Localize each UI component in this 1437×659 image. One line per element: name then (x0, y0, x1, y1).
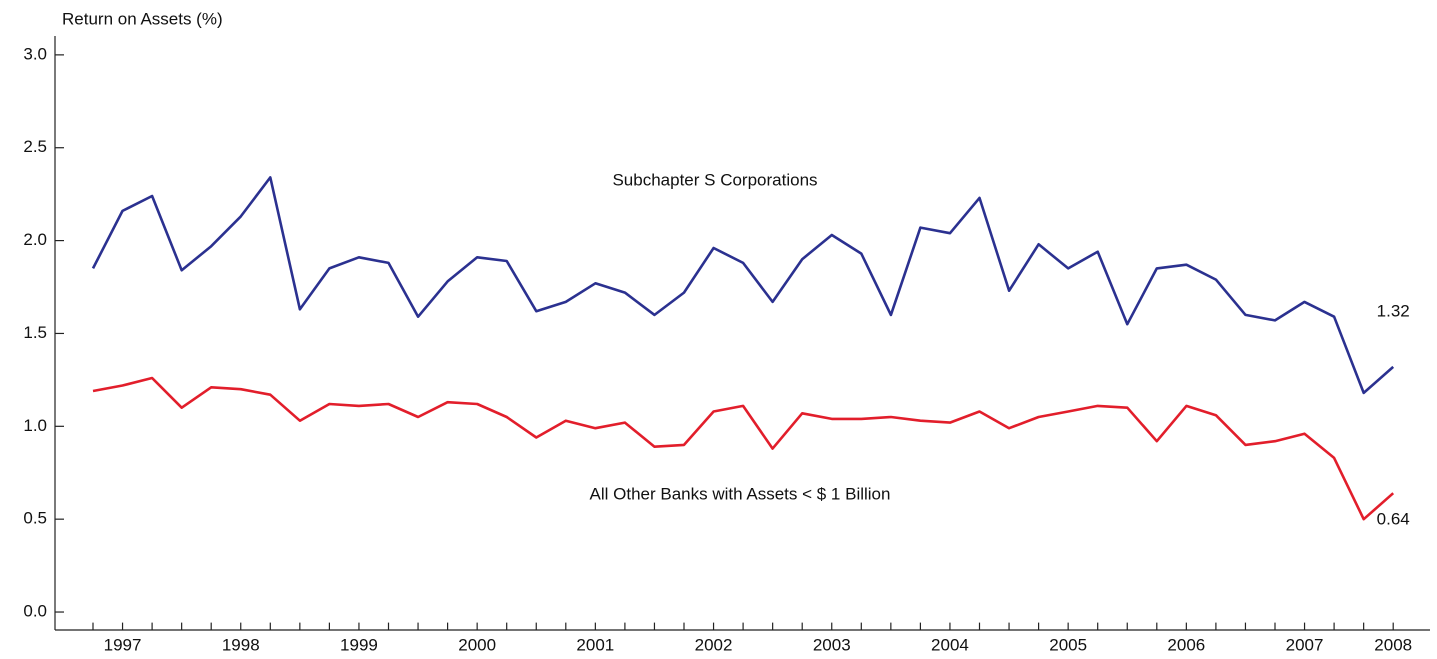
end-value-label: 1.32 (1377, 301, 1410, 320)
y-axis-label: Return on Assets (%) (62, 9, 223, 28)
x-tick-label: 2007 (1286, 635, 1324, 654)
x-tick-label: 2000 (458, 635, 496, 654)
y-tick-label: 1.5 (23, 323, 47, 342)
y-tick-label: 0.5 (23, 509, 47, 528)
y-tick-label: 1.0 (23, 416, 47, 435)
x-tick-label: 1998 (222, 635, 260, 654)
x-tick-label: 2004 (931, 635, 969, 654)
series-line (92, 376, 1395, 521)
x-tick-label: 2005 (1049, 635, 1087, 654)
x-tick-label: 1999 (340, 635, 378, 654)
series-label: Subchapter S Corporations (612, 170, 817, 189)
x-tick-label: 2008 (1374, 635, 1412, 654)
series-line (91, 176, 1395, 395)
y-tick-label: 3.0 (23, 44, 47, 63)
series-label: All Other Banks with Assets < $ 1 Billio… (590, 484, 891, 503)
x-tick-label: 2006 (1167, 635, 1205, 654)
x-tick-label: 2003 (813, 635, 851, 654)
y-tick-label: 2.5 (23, 137, 47, 156)
y-tick-label: 2.0 (23, 230, 47, 249)
y-tick-label: 0.0 (23, 602, 47, 621)
x-tick-label: 1997 (104, 635, 142, 654)
end-value-label: 0.64 (1377, 509, 1410, 528)
x-tick-label: 2002 (695, 635, 733, 654)
x-tick-label: 2001 (576, 635, 614, 654)
